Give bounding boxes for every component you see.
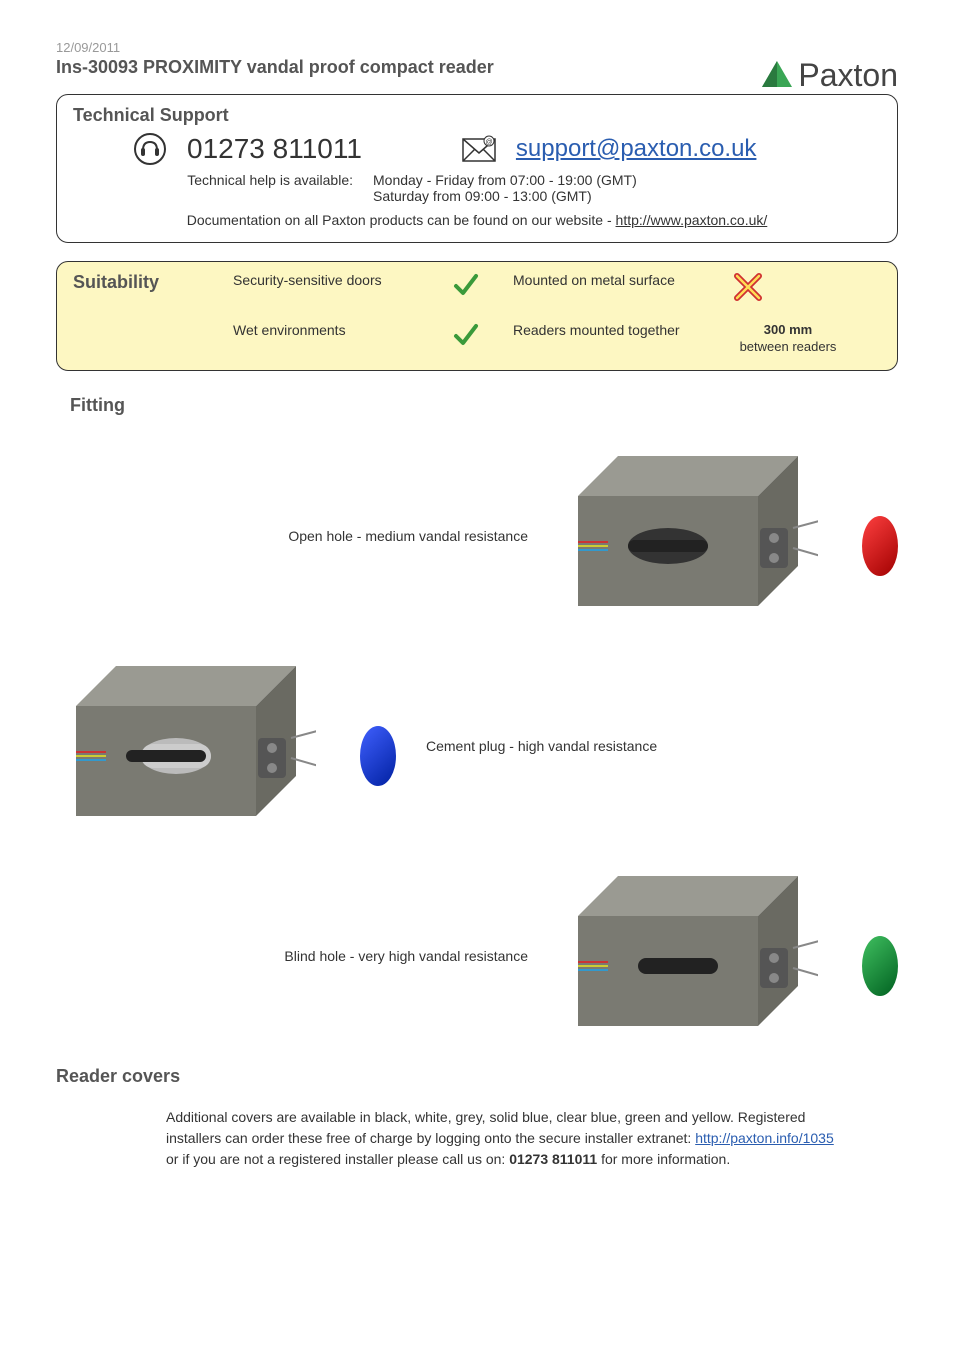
spacing-label: between readers — [740, 339, 837, 354]
fitting-open-caption: Open hole - medium vandal resistance — [56, 528, 558, 544]
reader-cap-green-icon — [862, 936, 898, 996]
reader-cap-red-icon — [862, 516, 898, 576]
suitability-metal: Mounted on metal surface — [513, 272, 733, 288]
fitting-cement-image — [56, 646, 396, 846]
suitability-security: Security-sensitive doors — [233, 272, 453, 288]
tick-icon — [453, 322, 513, 348]
covers-paragraph: Additional covers are available in black… — [166, 1107, 838, 1170]
support-email-link[interactable]: support@paxton.co.uk — [516, 135, 757, 163]
suitability-wet: Wet environments — [233, 322, 453, 338]
tech-support-title: Technical Support — [73, 105, 881, 126]
extranet-link[interactable]: http://paxton.info/1035 — [695, 1130, 834, 1146]
fitting-cement-caption: Cement plug - high vandal resistance — [396, 738, 898, 754]
help-available-label: Technical help is available: — [73, 172, 373, 204]
doc-date: 12/09/2011 — [56, 40, 898, 55]
fitting-blind-image — [558, 856, 898, 1056]
doc-line-text: Documentation on all Paxton products can… — [187, 212, 616, 228]
svg-text:@: @ — [485, 139, 492, 146]
cross-icon — [733, 272, 843, 302]
doc-title: Ins-30093 PROXIMITY vandal proof compact… — [56, 57, 494, 78]
covers-text-post: for more information. — [597, 1151, 730, 1167]
fitting-open-image — [558, 436, 898, 636]
reader-cap-blue-icon — [360, 726, 396, 786]
fitting-title: Fitting — [70, 395, 898, 416]
covers-title: Reader covers — [56, 1066, 898, 1087]
tech-support-box: Technical Support 01273 811011 @ support… — [56, 94, 898, 243]
headset-icon — [133, 132, 167, 166]
suitability-together: Readers mounted together — [513, 322, 733, 338]
spacing-note: 300 mm between readers — [733, 322, 843, 356]
suitability-box: Suitability Security-sensitive doors Mou… — [56, 261, 898, 371]
paxton-website-link[interactable]: http://www.paxton.co.uk/ — [616, 212, 768, 228]
paxton-logo-icon — [760, 59, 794, 93]
covers-phone: 01273 811011 — [509, 1151, 597, 1167]
support-hours-1: Monday - Friday from 07:00 - 19:00 (GMT) — [373, 172, 637, 188]
tick-icon — [453, 272, 513, 298]
spacing-value: 300 mm — [764, 322, 812, 337]
email-icon: @ — [462, 135, 496, 163]
support-hours-2: Saturday from 09:00 - 13:00 (GMT) — [373, 188, 592, 204]
covers-text-mid: or if you are not a registered installer… — [166, 1151, 509, 1167]
brand-name: Paxton — [798, 57, 898, 94]
fitting-blind-caption: Blind hole - very high vandal resistance — [56, 948, 558, 964]
brand-logo: Paxton — [760, 57, 898, 94]
support-phone: 01273 811011 — [187, 133, 362, 165]
suitability-title: Suitability — [73, 272, 233, 293]
